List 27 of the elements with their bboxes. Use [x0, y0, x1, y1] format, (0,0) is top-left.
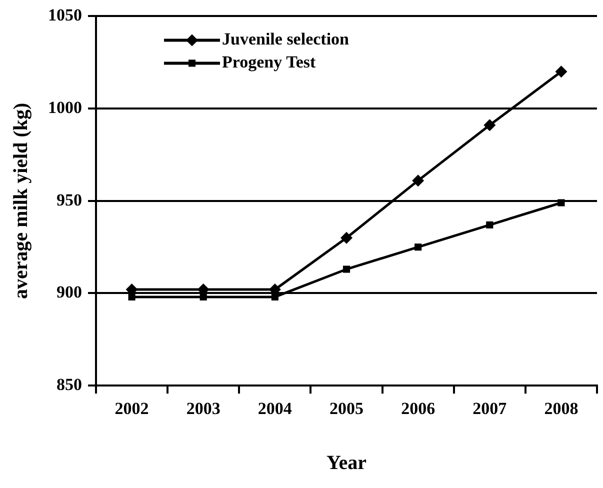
point: [555, 66, 568, 78]
y-axis-title: average milk yield (kg): [10, 102, 32, 299]
x-tick-label: 2006: [401, 399, 436, 418]
point: [558, 199, 565, 206]
point: [414, 244, 422, 251]
x-tick-label: 2007: [472, 399, 508, 418]
y-tick-label: 1050: [48, 6, 82, 25]
x-tick-label: 2003: [186, 399, 220, 418]
point: [340, 232, 352, 244]
point: [486, 221, 494, 228]
x-tick-label: 2005: [330, 399, 364, 418]
y-tick-label: 950: [56, 190, 82, 210]
x-axis-title: Year: [326, 452, 367, 474]
point: [484, 119, 496, 132]
x-tick-label: 2004: [258, 399, 292, 418]
legend-label: Progeny Test: [222, 52, 316, 72]
x-tick-label: 2002: [114, 399, 149, 418]
point: [200, 293, 207, 300]
y-tick-label: 900: [56, 282, 82, 302]
point: [342, 266, 350, 273]
point: [412, 174, 424, 187]
x-tick-label: 2008: [544, 399, 578, 418]
point: [271, 293, 278, 300]
y-tick-label: 1000: [48, 98, 82, 117]
point: [128, 293, 136, 300]
y-tick-label: 850: [56, 374, 82, 394]
legend-label: Juvenile selection: [222, 30, 350, 49]
